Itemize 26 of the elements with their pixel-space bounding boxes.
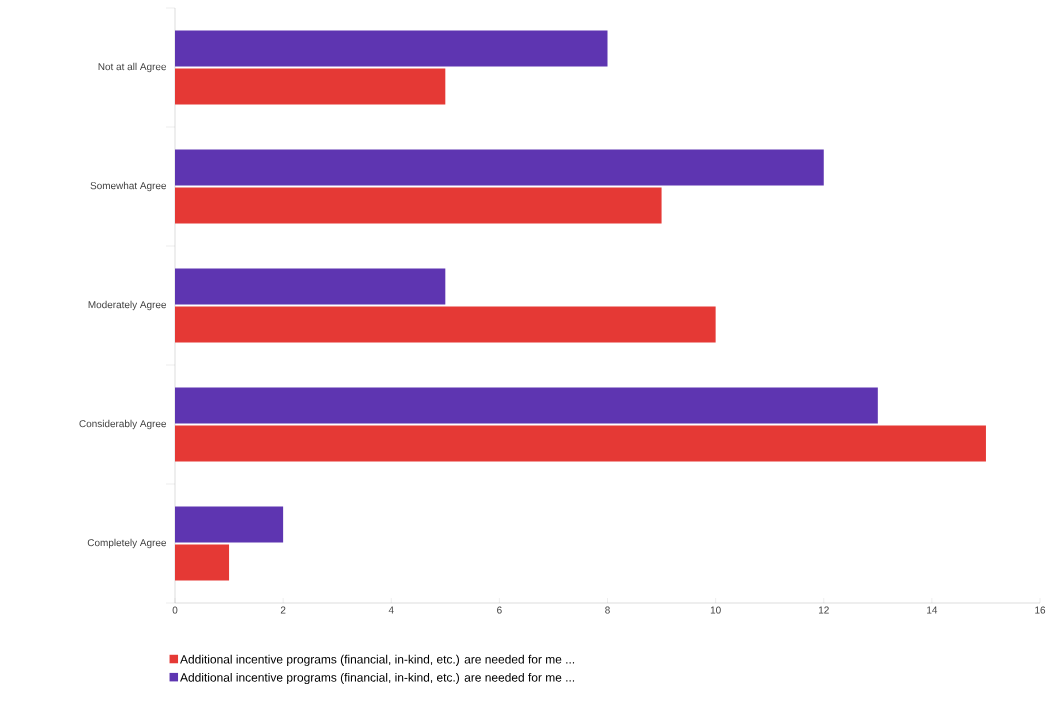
y-tick-label: Somewhat Agree <box>90 181 167 192</box>
x-tick-label: 2 <box>280 606 286 614</box>
bar <box>175 30 608 67</box>
y-tick-label: Completely Agree <box>87 538 167 549</box>
y-tick-label: Moderately Agree <box>88 300 167 311</box>
bar <box>175 544 230 581</box>
x-tick-label: 10 <box>710 606 721 614</box>
x-tick-label: 8 <box>605 606 610 614</box>
x-tick-label: 4 <box>388 606 394 614</box>
x-tick-label: 0 <box>172 606 178 614</box>
y-tick-label: Considerably Agree <box>79 419 167 430</box>
bar <box>175 68 446 105</box>
bar <box>175 187 662 224</box>
x-tick-label: 12 <box>818 606 829 614</box>
x-tick-label: 14 <box>927 606 938 614</box>
bar <box>175 506 284 543</box>
bar <box>175 425 986 462</box>
legend-label: Additional incentive programs (financial, in-kind, etc.) are needed for me ... <box>180 654 575 666</box>
legend-label: Additional incentive programs (financial, in-kind, etc.) are needed for me ... <box>180 672 575 685</box>
bar <box>175 387 878 424</box>
x-tick-label: 16 <box>1035 606 1046 614</box>
y-tick-label: Not at all Agree <box>98 62 167 73</box>
bar <box>175 268 446 305</box>
bar <box>175 306 716 343</box>
x-tick-label: 6 <box>497 606 502 614</box>
bar <box>175 149 824 186</box>
